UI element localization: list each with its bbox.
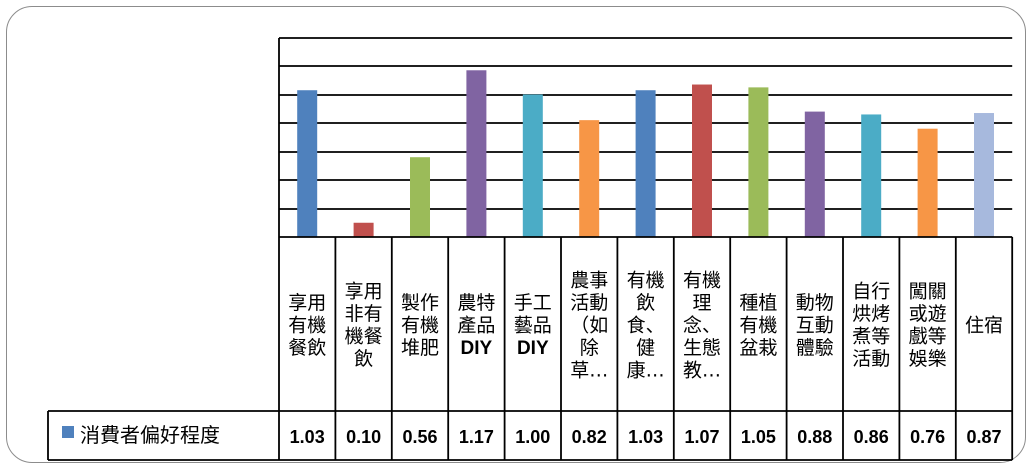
legend-swatch [62, 426, 74, 438]
category-label: 農事活動（如除草… [570, 269, 608, 381]
category-label: 住宿 [965, 314, 1003, 336]
legend-series-name: 消費者偏好程度 [80, 423, 220, 447]
value-label: 0.88 [797, 427, 832, 447]
bar [748, 87, 769, 237]
category-label: 自行烘烤煮等活動 [852, 281, 890, 371]
category-label: 種植有機盆栽 [739, 292, 777, 359]
value-label: 0.82 [572, 427, 607, 447]
value-label: 0.10 [346, 427, 381, 447]
value-label: 1.03 [628, 427, 663, 447]
value-label: 1.00 [515, 427, 550, 447]
bar [579, 120, 600, 237]
category-label: 有機飲食、健康… [627, 269, 665, 381]
bar [917, 128, 938, 237]
bar [861, 114, 882, 237]
bar [522, 94, 543, 237]
bar [353, 222, 374, 237]
value-label: 1.05 [741, 427, 776, 447]
category-label: 闖關或遊戲等娛樂 [909, 281, 947, 371]
value-label: 1.03 [290, 427, 325, 447]
value-label: 0.86 [854, 427, 889, 447]
chart-frame [6, 6, 1026, 463]
value-label: 1.07 [684, 427, 719, 447]
category-label: 有機理念、生態教… [683, 269, 721, 381]
bar [974, 113, 994, 237]
category-label: 享用有機餐飲 [288, 292, 326, 359]
category-label: 手工藝品 DIY [514, 292, 552, 359]
value-label: 1.17 [459, 427, 494, 447]
category-label: 製作有機堆肥 [401, 292, 439, 359]
bar [692, 84, 712, 238]
category-label: 享用非有機餐飲 [345, 281, 383, 371]
bar [635, 90, 656, 237]
bar [410, 157, 430, 237]
value-label: 0.87 [966, 427, 1001, 447]
bar [466, 70, 487, 238]
category-label: 動物互動體驗 [796, 292, 834, 359]
category-label: 農特產品 DIY [457, 292, 495, 359]
value-label: 0.76 [910, 427, 945, 447]
bar [804, 111, 825, 237]
bar [297, 90, 318, 237]
value-label: 0.56 [402, 427, 437, 447]
